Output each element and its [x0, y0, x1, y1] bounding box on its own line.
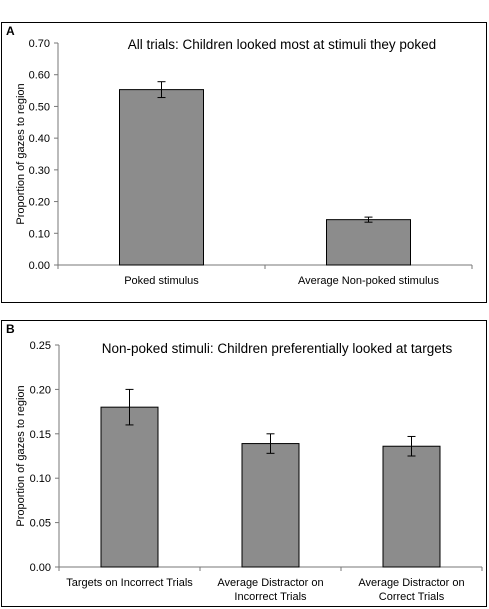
panel-label: A — [6, 24, 15, 38]
x-tick-label: Average Non-poked stimulus — [298, 275, 440, 287]
y-tick-label: 0.10 — [29, 228, 50, 240]
y-tick-label: 0.20 — [29, 197, 50, 209]
y-tick-label: 0.00 — [29, 260, 50, 272]
y-tick-label: 0.70 — [29, 38, 50, 50]
y-tick-label: 0.25 — [30, 340, 51, 352]
x-tick-label: Targets on Incorrect Trials — [66, 577, 193, 589]
x-tick-label: Average Distractor on Incorrect Trials — [217, 577, 323, 603]
bar — [326, 219, 411, 266]
panel-a: A All trials: Children looked most at st… — [1, 22, 487, 303]
x-tick-label: Poked stimulus — [124, 275, 199, 287]
chart-title: All trials: Children looked most at stim… — [128, 37, 436, 52]
chart-a: All trials: Children looked most at stim… — [15, 37, 473, 287]
y-tick-label: 0.05 — [30, 518, 51, 530]
x-tick-label: Average Distractor on Correct Trials — [358, 577, 464, 603]
y-tick-label: 0.60 — [29, 70, 50, 82]
y-tick-label: 0.00 — [30, 562, 51, 574]
chart-b: Non-poked stimuli: Children preferential… — [15, 340, 483, 603]
y-tick-label: 0.50 — [29, 101, 50, 113]
bar — [100, 406, 159, 568]
y-tick-label: 0.15 — [30, 429, 51, 441]
bar — [382, 445, 441, 568]
y-tick-label: 0.10 — [30, 473, 51, 485]
y-tick-label: 0.40 — [29, 133, 50, 145]
chart-title: Non-poked stimuli: Children preferential… — [102, 341, 453, 356]
bar — [241, 443, 300, 568]
y-axis-label: Proportion of gazes to region — [15, 385, 27, 526]
panel-label: B — [6, 322, 15, 336]
bar — [119, 89, 204, 266]
panel-b: B Non-poked stimuli: Children preferenti… — [1, 320, 487, 607]
y-tick-label: 0.20 — [30, 384, 51, 396]
y-tick-label: 0.30 — [29, 165, 50, 177]
y-axis-label: Proportion of gazes to region — [15, 83, 27, 224]
